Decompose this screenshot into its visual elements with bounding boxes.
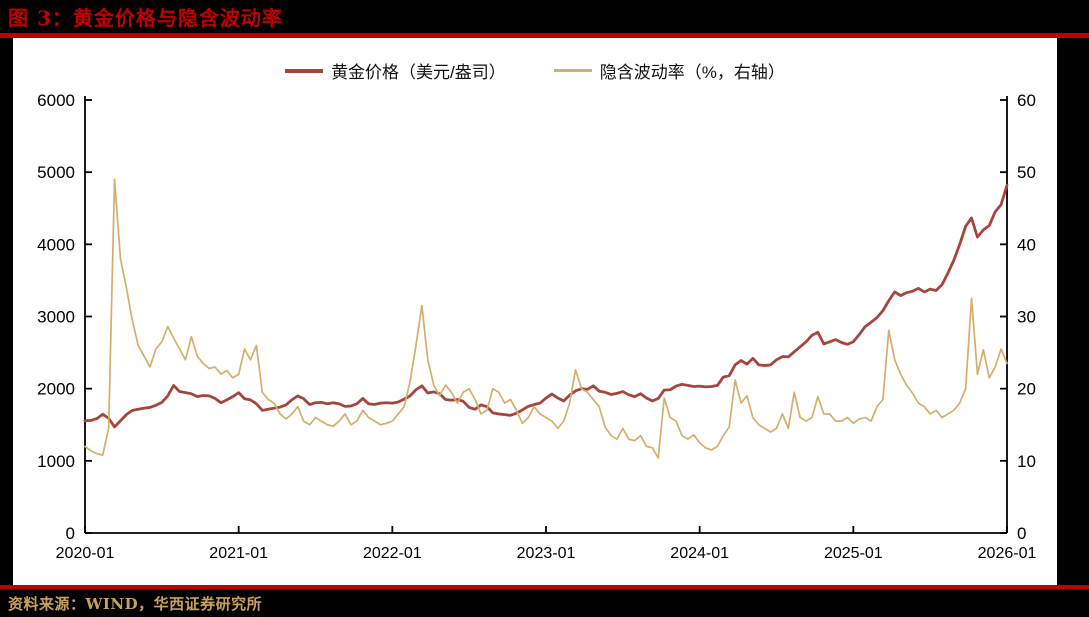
gold-price-legend-label: 黄金价格（美元/盎司）	[331, 63, 506, 82]
x-axis-tick-label: 2023-01	[517, 545, 576, 562]
gold-price-line	[83, 183, 1009, 429]
gold-price-legend-line-icon	[285, 68, 324, 73]
x-axis-tick-label: 2024-01	[670, 545, 729, 562]
x-axis-tick-label: 2022-01	[363, 545, 422, 562]
x-axis-tick-label: 2021-01	[209, 545, 268, 562]
chart-panel: 黄金价格（美元/盎司） 隐含波动率（%，右轴） 0 1000 2000 3000 400…	[13, 38, 1057, 585]
header-band: 图 3：黄金价格与隐含波动率	[0, 0, 1089, 33]
left-axis-tick-label: 1000	[37, 452, 75, 471]
right-axis-tick-label: 60	[1017, 91, 1036, 110]
implied-vol-legend-label: 隐含波动率（%，右轴）	[599, 63, 785, 82]
x-axis-tick-label: 2026-01	[978, 545, 1037, 562]
data-source-text: 资料来源：WIND，华西证券研究所	[8, 594, 263, 613]
implied-vol-line	[84, 178, 1008, 459]
x-axis-tick-label: 2025-01	[824, 545, 883, 562]
bottom-red-rule	[0, 585, 1089, 589]
right-axis-tick-label: 10	[1017, 452, 1036, 471]
implied-vol-legend-line-icon	[553, 69, 592, 72]
chart-legend: 黄金价格（美元/盎司） 隐含波动率（%，右轴）	[13, 58, 1057, 83]
legend-item-gold-price: 黄金价格（美元/盎司）	[285, 58, 506, 83]
right-axis-tick-label: 30	[1017, 308, 1036, 327]
right-axis-tick-label: 40	[1017, 235, 1036, 254]
legend-item-implied-vol: 隐含波动率（%，右轴）	[553, 58, 785, 83]
left-axis-tick-label: 6000	[37, 91, 75, 110]
chart-canvas: 0 1000 2000 3000 4000 5000 6000 0 10 20 30 40 50 60 20…	[37, 91, 1037, 562]
right-axis-tick-label: 20	[1017, 380, 1036, 399]
figure-title: 图 3：黄金价格与隐含波动率	[8, 6, 283, 30]
left-axis-tick-label: 0	[66, 524, 75, 543]
left-axis-tick-label: 3000	[37, 308, 75, 327]
x-axis-tick-label: 2020-01	[56, 545, 115, 562]
left-axis-tick-label: 2000	[37, 380, 75, 399]
left-axis-tick-label: 5000	[37, 163, 75, 182]
right-axis-tick-label: 0	[1017, 524, 1026, 543]
footer-band: 资料来源：WIND，华西证券研究所	[0, 589, 1089, 617]
right-axis-tick-label: 50	[1017, 163, 1036, 182]
left-axis-tick-label: 4000	[37, 235, 75, 254]
top-red-rule	[0, 33, 1089, 38]
